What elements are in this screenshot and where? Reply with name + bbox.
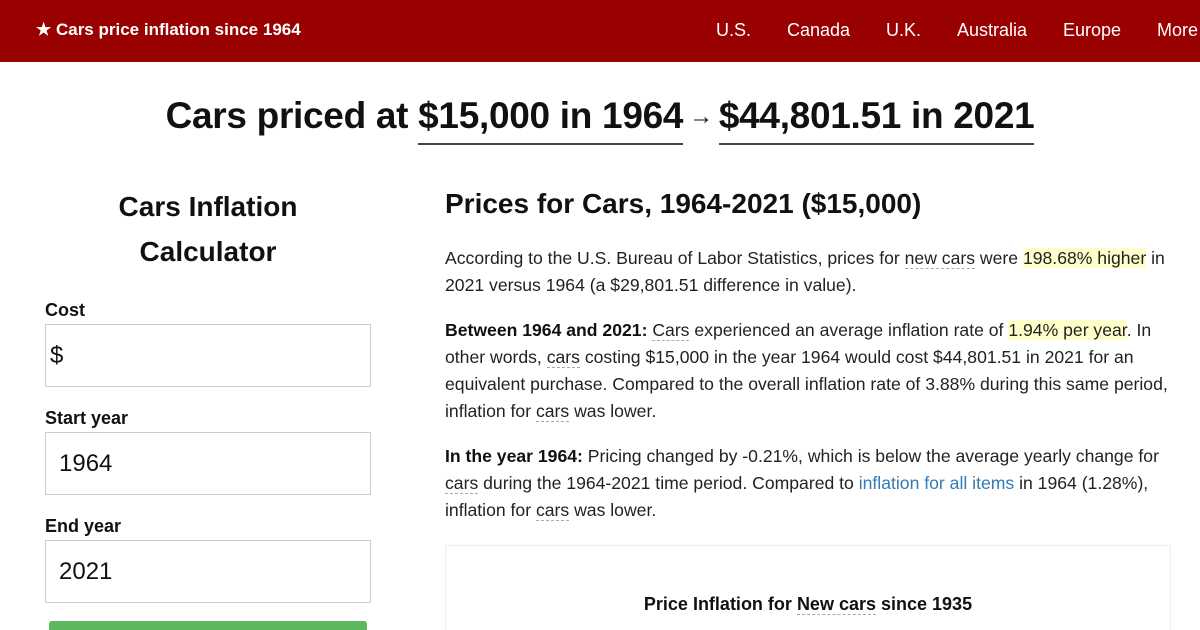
term-cars: cars <box>535 500 570 521</box>
term-cars: cars <box>535 401 570 422</box>
rate-paragraph: Between 1964 and 2021: Cars experienced … <box>445 317 1175 425</box>
text: Price Inflation for <box>643 594 797 614</box>
nav-europe[interactable]: Europe <box>1063 20 1122 40</box>
summary-paragraph: According to the U.S. Bureau of Labor St… <box>445 245 1175 299</box>
nav-uk[interactable]: U.K. <box>886 20 922 40</box>
end-year-input[interactable] <box>45 540 371 603</box>
bold-lead: Between 1964 and 2021: <box>445 320 648 340</box>
bold-lead: In the year 1964: <box>445 446 583 466</box>
term-cars: Cars <box>652 320 690 341</box>
text: was lower. <box>569 500 657 520</box>
inflation-all-items-link[interactable]: inflation for all items <box>858 473 1015 493</box>
calculator-title-line2: Calculator <box>139 236 277 267</box>
top-nav-bar: ★ Cars price inflation since 1964 U.S. C… <box>0 0 1200 62</box>
nav-us[interactable]: U.S. <box>716 20 752 40</box>
headline-prefix: Cars priced at <box>165 95 419 136</box>
text: . In other words, <box>445 320 1152 367</box>
page-headline: Cars priced at $15,000 in 1964 → $44,801.5… <box>0 95 1200 145</box>
start-year-label: Start year <box>45 408 129 428</box>
nav-australia[interactable]: Australia <box>957 20 1028 40</box>
term-cars: cars <box>546 347 580 368</box>
highlight-rate: 1.94% per year <box>1008 320 1127 340</box>
headline-start-value: $15,000 in 1964 <box>418 95 683 145</box>
cost-input[interactable] <box>45 324 371 387</box>
calculator-title-line1: Cars Inflation <box>118 191 298 222</box>
chart-title: Price Inflation for New cars since 1935 <box>446 594 1170 615</box>
text: in 2021 versus 1964 (a $29,801.51 differ… <box>445 248 1165 295</box>
calculator-title: Cars Inflation Calculator <box>45 184 371 274</box>
section-title: Prices for Cars, 1964-2021 ($15,000) <box>445 188 922 219</box>
term-cars: cars <box>445 473 479 494</box>
arrow-icon: → <box>689 103 713 130</box>
headline-end-value: $44,801.51 in 2021 <box>718 95 1035 145</box>
term-new-cars: new cars <box>904 248 976 269</box>
text: experienced an average inflation rate of <box>689 320 1009 340</box>
text: According to the U.S. Bureau of Labor St… <box>445 248 905 268</box>
text: Pricing changed by -0.21%, which is belo… <box>582 446 1159 466</box>
text: during the 1964-2021 time period. Compar… <box>478 473 859 493</box>
term-new-cars: New cars <box>796 594 876 615</box>
region-nav: U.S. Canada U.K. Australia Europe More <box>0 20 1200 44</box>
text: since 1935 <box>876 594 973 614</box>
cost-label: Cost <box>45 300 85 320</box>
calculate-button[interactable] <box>49 621 367 630</box>
highlight-percent-higher: 198.68% higher <box>1022 248 1147 268</box>
text: was lower. <box>569 401 657 421</box>
chart-container: Price Inflation for New cars since 1935 <box>445 545 1171 630</box>
text: were <box>975 248 1023 268</box>
text: in 1964 (1.28%), inflation for <box>445 473 1149 520</box>
nav-canada[interactable]: Canada <box>787 20 851 40</box>
start-year-input[interactable] <box>45 432 371 495</box>
year-paragraph: In the year 1964: Pricing changed by -0.… <box>445 443 1175 524</box>
end-year-label: End year <box>45 516 122 536</box>
brand-link[interactable]: ★ Cars price inflation since 1964 <box>36 20 301 39</box>
text: costing $15,000 in the year 1964 would c… <box>445 347 1168 421</box>
nav-more[interactable]: More <box>1157 20 1199 40</box>
